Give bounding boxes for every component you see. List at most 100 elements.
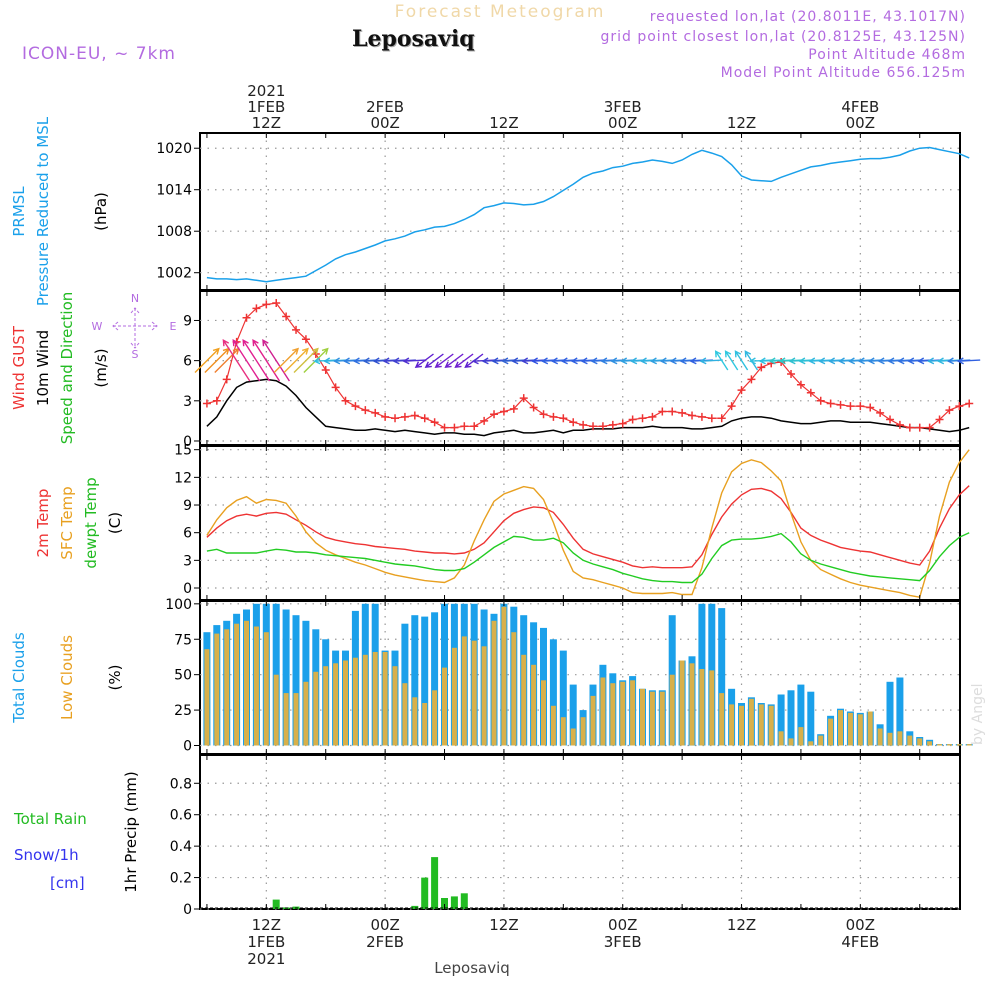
low-clouds-bar bbox=[937, 744, 942, 746]
gust-point-marker bbox=[499, 407, 508, 416]
precip-legend-entry: [cm] bbox=[50, 874, 85, 892]
clouds-y-label: Low Clouds bbox=[58, 635, 76, 720]
low-clouds-bar bbox=[679, 660, 685, 746]
footer-station-label: Leposaviq bbox=[434, 959, 510, 977]
gust-point-marker bbox=[460, 422, 469, 431]
total-clouds-bar bbox=[411, 615, 419, 746]
total-clouds-bar bbox=[569, 684, 577, 746]
bottom-time-label: 00Z bbox=[846, 916, 875, 934]
gust-point-marker bbox=[608, 420, 617, 429]
low-clouds-bar bbox=[739, 705, 744, 746]
y-tick-label: 6 bbox=[183, 526, 192, 542]
clouds-y-label: (%) bbox=[106, 665, 124, 691]
gust-point-marker bbox=[351, 402, 360, 411]
low-clouds-bar bbox=[927, 741, 933, 746]
low-clouds-bar bbox=[649, 691, 655, 746]
low-clouds-bar bbox=[521, 654, 527, 746]
total-clouds-bar bbox=[421, 616, 429, 746]
gust-point-marker bbox=[688, 411, 697, 420]
gust-point-marker bbox=[965, 399, 974, 408]
gust-point-marker bbox=[796, 380, 805, 389]
bottom-time-label: 00Z bbox=[608, 916, 637, 934]
low-clouds-bar bbox=[372, 652, 378, 746]
model-name: ICON-EU, ~ 7km bbox=[22, 44, 176, 64]
low-clouds-bar bbox=[956, 744, 962, 746]
low-clouds-bar bbox=[966, 744, 972, 746]
temperature-series-line bbox=[206, 449, 970, 599]
top-time-label: 4FEB bbox=[841, 98, 879, 116]
low-clouds-bar bbox=[788, 738, 794, 746]
low-clouds-bar bbox=[382, 652, 388, 746]
top-time-label: 00Z bbox=[608, 114, 637, 132]
bottom-time-label: 3FEB bbox=[604, 933, 642, 951]
grid-point-coordinates: grid point closest lon,lat (20.8125E, 43… bbox=[600, 29, 966, 45]
gust-point-marker bbox=[470, 422, 479, 431]
gust-point-marker bbox=[628, 415, 637, 424]
low-clouds-bar bbox=[531, 664, 537, 746]
gust-point-marker bbox=[638, 414, 647, 423]
gust-point-marker bbox=[668, 407, 677, 416]
gust-point-marker bbox=[549, 412, 558, 421]
rain-bar bbox=[431, 857, 439, 909]
station-name: Leposaviq bbox=[352, 26, 475, 52]
rain-bar bbox=[441, 898, 448, 909]
gust-point-marker bbox=[450, 423, 459, 432]
low-clouds-bar bbox=[392, 666, 398, 746]
wind-direction-arrow bbox=[252, 338, 281, 382]
low-clouds-bar bbox=[778, 731, 784, 746]
gust-point-marker bbox=[430, 418, 439, 427]
gust-point-marker bbox=[292, 325, 301, 334]
gust-point-marker bbox=[212, 396, 221, 405]
wind-direction-arrow bbox=[699, 357, 723, 365]
low-clouds-bar bbox=[303, 681, 309, 746]
gust-point-marker bbox=[658, 407, 667, 416]
wind-direction-arrow bbox=[273, 347, 300, 373]
low-clouds-bar bbox=[748, 698, 754, 746]
low-clouds-bar bbox=[224, 629, 230, 746]
low-clouds-bar bbox=[234, 623, 240, 746]
total-clouds-bar bbox=[559, 650, 567, 746]
temperature-y-label: dewpt Temp bbox=[82, 477, 100, 568]
low-clouds-bar bbox=[640, 688, 645, 746]
gust-point-marker bbox=[341, 396, 350, 405]
y-tick-label: 3 bbox=[183, 553, 192, 569]
wind-direction-arrow bbox=[454, 353, 474, 369]
temperature-y-label: SFC Temp bbox=[58, 486, 76, 559]
rain-bar bbox=[450, 896, 458, 909]
precip-y-label: 1hr Precip (mm) bbox=[122, 771, 140, 892]
gust-point-marker bbox=[697, 412, 706, 421]
y-tick-label: 0 bbox=[183, 434, 192, 450]
gust-point-marker bbox=[846, 402, 855, 411]
gust-point-marker bbox=[618, 419, 627, 428]
wind-direction-arrow bbox=[714, 350, 729, 371]
bottom-time-label: 12Z bbox=[489, 916, 518, 934]
gust-point-marker bbox=[757, 363, 766, 372]
total-clouds-bar bbox=[896, 677, 904, 746]
requested-coordinates: requested lon,lat (20.8011E, 43.1017N) bbox=[649, 9, 966, 25]
gust-point-marker bbox=[836, 400, 845, 409]
low-clouds-bar bbox=[362, 654, 368, 746]
low-clouds-bar bbox=[946, 744, 952, 746]
gust-point-marker bbox=[490, 410, 499, 419]
low-clouds-bar bbox=[838, 710, 843, 746]
low-clouds-bar bbox=[214, 633, 220, 746]
pressure-panel-frame bbox=[199, 132, 961, 291]
gust-point-marker bbox=[856, 402, 865, 411]
gust-point-marker bbox=[262, 300, 271, 309]
temperature-panel-frame bbox=[199, 445, 961, 601]
low-clouds-bar bbox=[511, 632, 517, 746]
pressure-series-line bbox=[206, 146, 970, 283]
bottom-time-label: 00Z bbox=[370, 916, 399, 934]
gust-point-marker bbox=[935, 415, 944, 424]
total-clouds-bar bbox=[272, 603, 280, 746]
low-clouds-bar bbox=[917, 738, 923, 746]
low-clouds-bar bbox=[808, 741, 814, 746]
wind-direction-arrow bbox=[283, 347, 309, 373]
gust-point-marker bbox=[331, 383, 340, 392]
temperature-y-label: (C) bbox=[106, 512, 124, 534]
low-clouds-bar bbox=[491, 620, 497, 746]
precip-legend-entry: Total Rain bbox=[13, 810, 87, 828]
low-clouds-bar bbox=[907, 735, 913, 746]
point-altitude: Point Altitude 468m bbox=[808, 47, 966, 63]
gust-point-marker bbox=[945, 406, 954, 415]
